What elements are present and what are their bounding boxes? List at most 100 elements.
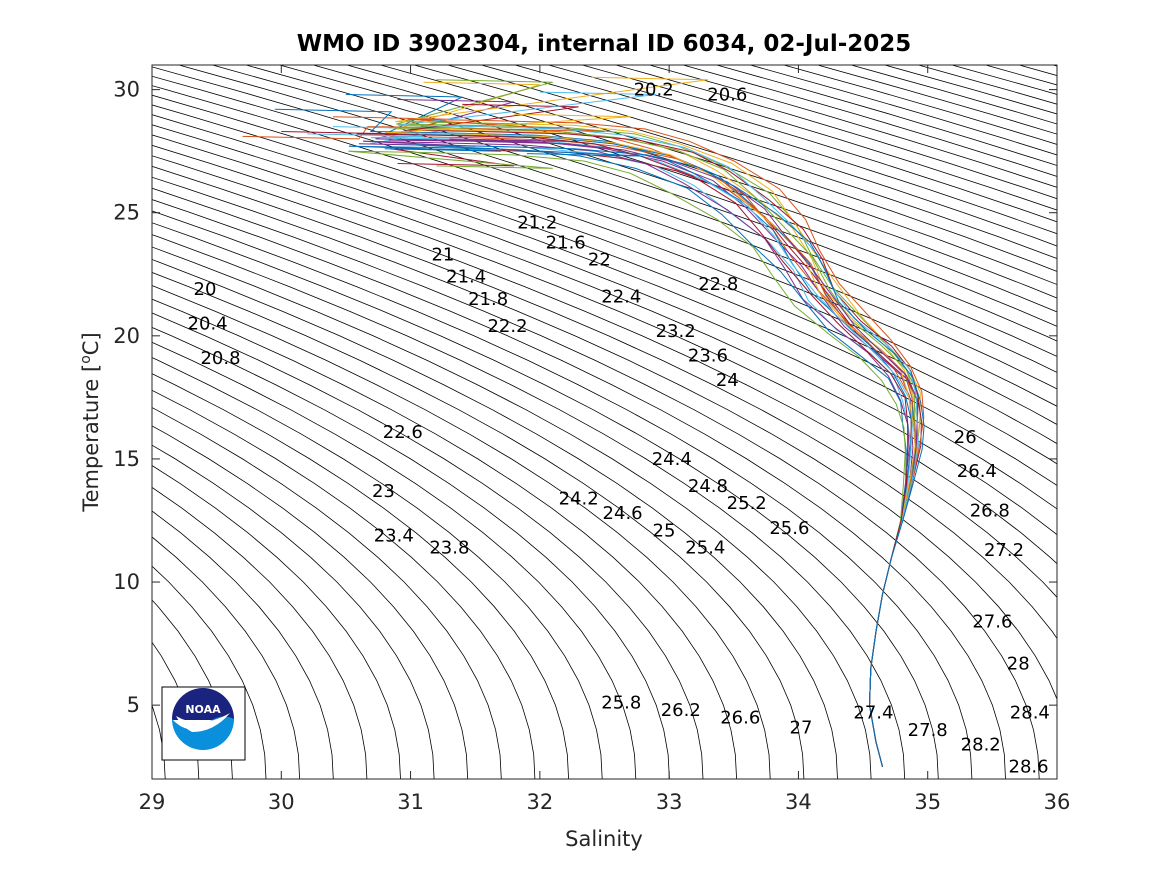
isopycnal-label: 23 <box>372 481 395 502</box>
isopycnal-line <box>152 234 906 779</box>
plot-area <box>152 65 1057 779</box>
isopycnal-line <box>152 298 738 779</box>
isopycnal-label: 23.2 <box>656 321 696 342</box>
isopycnal-line <box>412 65 1057 272</box>
isopycnal-line <box>152 285 771 779</box>
isopycnal-line <box>152 327 670 779</box>
isopycnal-label: 21.8 <box>468 289 508 310</box>
isopycnal-line <box>152 176 1057 701</box>
profile-series <box>242 76 925 767</box>
isopycnal-line <box>278 65 1057 327</box>
x-tick-label: 35 <box>914 790 941 814</box>
isopycnal-line <box>152 66 1057 390</box>
chart-title: WMO ID 3902304, internal ID 6034, 02-Jul… <box>297 31 912 57</box>
isopycnal-line <box>152 187 1040 779</box>
isopycnal-label: 28 <box>1007 653 1030 674</box>
isopycnal-label: 25.2 <box>727 493 767 514</box>
isopycnal-label: 24.4 <box>652 449 692 470</box>
isopycnal-line <box>446 65 1057 259</box>
y-axis-label-main: Temperature [ <box>79 364 103 513</box>
noaa-logo: NOAA <box>161 686 246 761</box>
isopycnal-label: 24.6 <box>603 503 643 524</box>
isopycnal-label: 28.4 <box>1010 703 1050 724</box>
isopycnal-label: 24.8 <box>688 476 728 497</box>
y-axis-label-end: C] <box>79 332 103 355</box>
isopycnal-line <box>152 272 805 779</box>
isopycnal-line <box>152 124 1057 510</box>
x-tick-label: 31 <box>397 790 424 814</box>
isopycnal-label: 20.4 <box>188 314 228 335</box>
isopycnal-label: 21.2 <box>517 213 557 234</box>
isopycnal-label: 23.6 <box>688 346 728 367</box>
isopycnal-line <box>816 65 1057 135</box>
isopycnal-line <box>547 65 1057 223</box>
isopycnal-label: 24.2 <box>559 488 599 509</box>
isopycnal-label: 27.2 <box>984 540 1024 561</box>
logo-gull <box>176 713 230 732</box>
y-tick-label: 10 <box>113 570 140 594</box>
isopycnal-label: 20 <box>194 279 217 300</box>
y-axis-label-sup: o <box>78 355 94 364</box>
isopycnal-line <box>152 407 502 779</box>
isopycnal-line <box>513 65 1057 235</box>
isopycnal-label: 26 <box>954 427 977 448</box>
isopycnal-label: 21 <box>431 245 454 266</box>
isopycnal-line <box>479 65 1057 247</box>
logo-text: NOAA <box>185 703 221 716</box>
x-tick-label: 33 <box>656 790 683 814</box>
isopycnal-line <box>152 565 267 779</box>
isopycnal-line <box>715 65 1057 166</box>
isopycnal-line <box>379 65 1057 285</box>
isopycnal-label: 26.4 <box>957 461 997 482</box>
isopycnal-line <box>152 210 973 779</box>
isopycnal-lines <box>152 65 1057 779</box>
isopycnal-label: 22.6 <box>383 422 423 443</box>
y-tick-label: 30 <box>113 78 140 102</box>
x-tick-label: 32 <box>526 790 553 814</box>
x-axis-ticks: 29 30 31 32 33 34 35 36 <box>139 65 1071 814</box>
isopycnal-line <box>647 65 1057 188</box>
isopycnal-line <box>152 425 469 779</box>
isopycnal-line <box>152 94 1057 445</box>
isopycnal-line <box>152 246 872 779</box>
isopycnal-line <box>152 373 570 779</box>
y-tick-label: 15 <box>113 447 140 471</box>
y-tick-label: 20 <box>113 324 140 348</box>
logo-bottom-half <box>172 716 234 750</box>
isopycnal-label: 21.4 <box>446 267 486 288</box>
isopycnal-line <box>152 222 939 779</box>
isopycnal-label: 26.8 <box>970 501 1010 522</box>
isopycnal-label: 27.4 <box>853 703 893 724</box>
isopycnal-line <box>748 65 1057 156</box>
isopycnal-label: 26.6 <box>720 707 760 728</box>
isopycnal-line <box>152 165 1057 640</box>
isopycnal-label: 23.8 <box>429 538 469 559</box>
isopycnal-label: 23.4 <box>374 525 414 546</box>
isopycnal-line <box>152 389 536 779</box>
x-tick-label: 36 <box>1044 790 1071 814</box>
isopycnal-line <box>152 259 838 779</box>
x-tick-label: 34 <box>785 790 812 814</box>
isopycnal-label: 20.8 <box>200 348 240 369</box>
isopycnal-label: 27.6 <box>972 611 1012 632</box>
isopycnal-label: 27.8 <box>908 720 948 741</box>
isopycnal-line <box>152 85 1057 425</box>
isopycnal-line <box>152 134 1057 536</box>
isopycnal-line <box>152 341 637 779</box>
isopycnal-label: 20.2 <box>634 80 674 101</box>
isopycnal-line <box>152 510 334 779</box>
isopycnal-label: 22 <box>588 250 611 271</box>
isopycnal-line <box>152 444 435 779</box>
y-tick-label: 5 <box>127 693 140 717</box>
isopycnal-label: 25.4 <box>685 538 725 559</box>
isopycnal-label: 27 <box>790 717 813 738</box>
y-axis-ticks: 5 10 15 20 25 30 <box>113 78 1057 717</box>
isopycnal-label: 28.6 <box>1009 757 1049 778</box>
isopycnal-line <box>152 114 1057 487</box>
isopycnal-line <box>152 144 1057 565</box>
isopycnal-label: 28.2 <box>961 735 1001 756</box>
isopycnal-line <box>152 75 1057 407</box>
y-tick-label: 25 <box>113 201 140 225</box>
